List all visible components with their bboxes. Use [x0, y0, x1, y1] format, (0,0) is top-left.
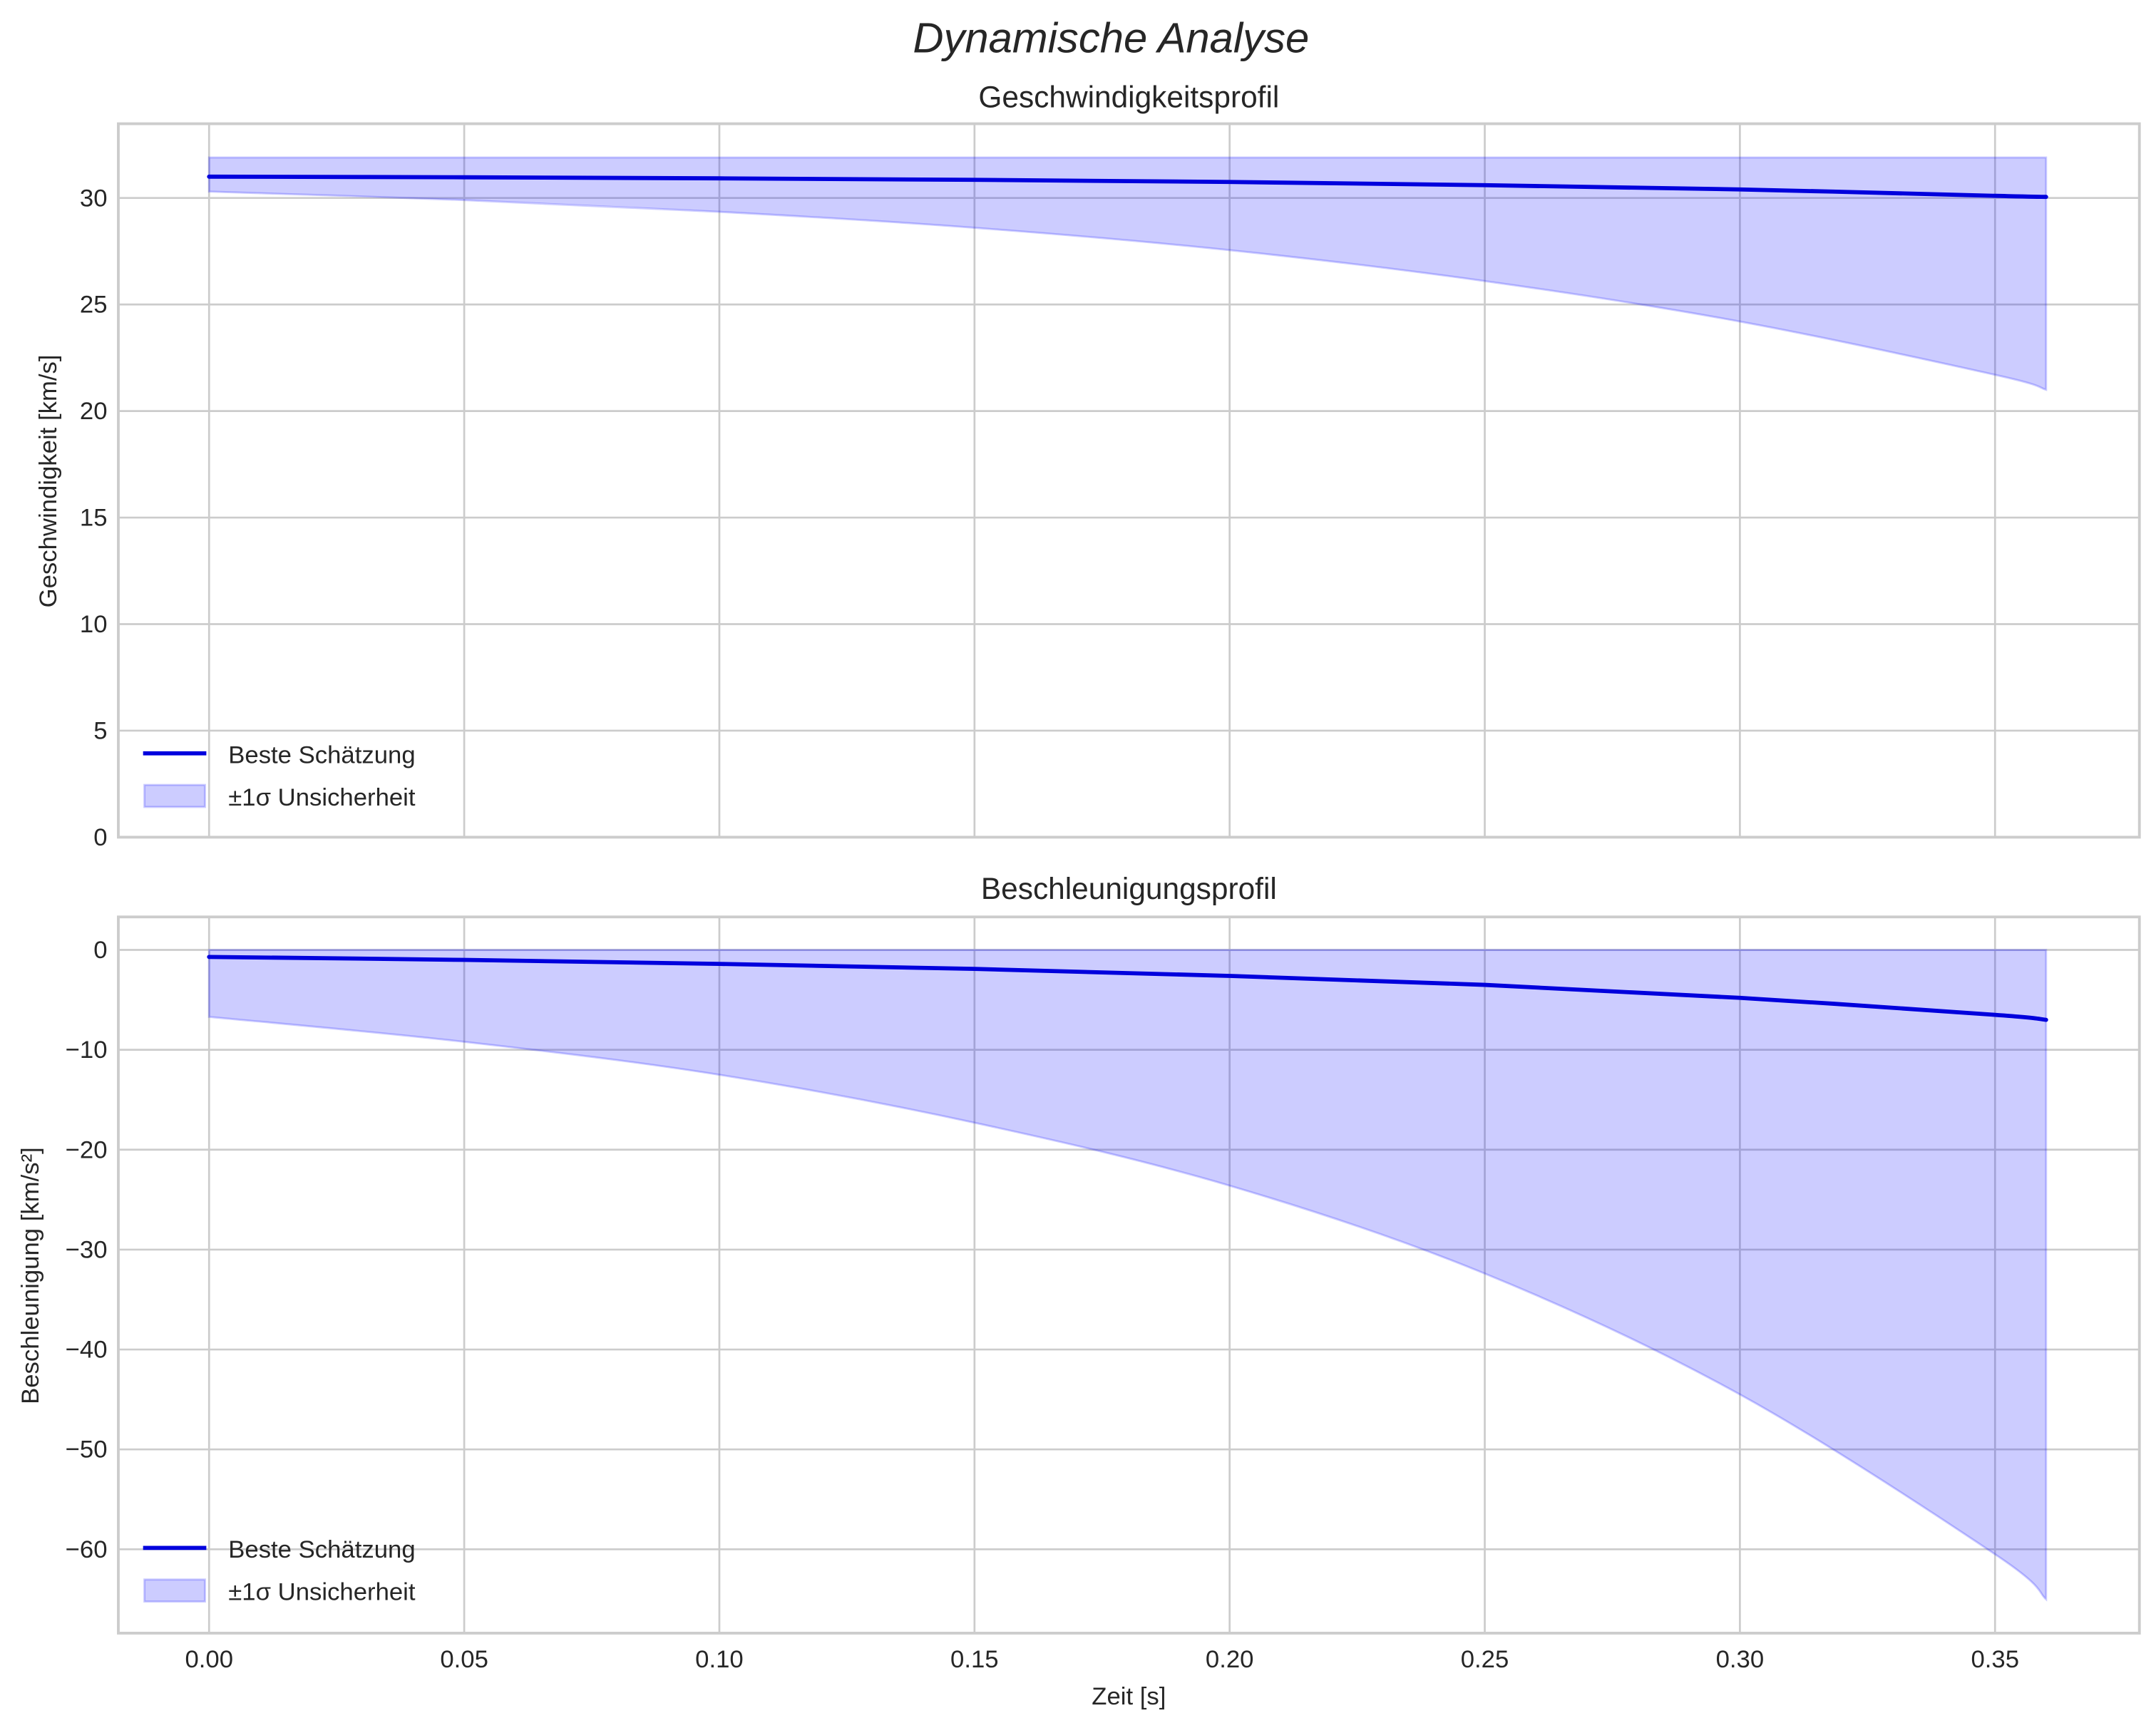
- y-tick-label: 5: [93, 718, 107, 745]
- x-tick-label: 0.20: [1206, 1646, 1254, 1673]
- acceleration-legend: Beste Schätzung ±1σ Unsicherheit: [143, 1536, 416, 1606]
- acceleration-uncertainty-band: [207, 949, 2048, 1602]
- y-tick-label: 25: [80, 292, 108, 319]
- y-tick-label: −50: [66, 1436, 108, 1464]
- acceleration-best-estimate-line: [207, 955, 2048, 1022]
- x-tick-label: 0.25: [1461, 1646, 1509, 1673]
- y-tick-label: −60: [66, 1536, 108, 1563]
- y-tick-label: −40: [66, 1337, 108, 1364]
- x-axis-label: Zeit [s]: [1092, 1683, 1166, 1710]
- velocity-best-estimate-line: [207, 174, 2048, 200]
- velocity-y-ticks: 0 5 10 15 20 25 30: [80, 185, 108, 851]
- velocity-uncertainty-band: [207, 156, 2048, 391]
- x-tick-label: 0.35: [1971, 1646, 2019, 1673]
- acceleration-axes-frame: [117, 915, 2141, 1635]
- velocity-axes-frame: [117, 122, 2141, 839]
- figure-title: Dynamische Analyse: [913, 14, 1309, 61]
- acceleration-grid: [118, 917, 2140, 1633]
- x-tick-label: 0.10: [695, 1646, 744, 1673]
- y-tick-label: 10: [80, 611, 108, 638]
- x-ticks: 0.00 0.05 0.10 0.15 0.20 0.25 0.30 0.35: [185, 1646, 2019, 1673]
- legend-band-label: ±1σ Unsicherheit: [228, 1579, 416, 1606]
- legend-band-swatch: [143, 783, 206, 808]
- legend-band-swatch: [143, 1578, 206, 1603]
- legend-line-label: Beste Schätzung: [228, 741, 415, 768]
- velocity-grid: [118, 123, 2140, 838]
- y-tick-label: 0: [93, 824, 107, 851]
- y-tick-label: 0: [93, 937, 107, 964]
- legend-band-label: ±1σ Unsicherheit: [228, 784, 416, 811]
- velocity-legend: Beste Schätzung ±1σ Unsicherheit: [143, 741, 416, 811]
- y-tick-label: −20: [66, 1136, 108, 1163]
- velocity-y-label: Geschwindigkeit [km/s]: [35, 355, 62, 608]
- velocity-chart: Geschwindigkeitsprofil 0 5 10 15 20 25 30 Gesc…: [35, 80, 2141, 851]
- y-tick-label: 15: [80, 505, 108, 532]
- y-tick-label: 20: [80, 398, 108, 425]
- x-tick-label: 0.30: [1716, 1646, 1765, 1673]
- x-tick-label: 0.05: [440, 1646, 488, 1673]
- acceleration-y-ticks: 0 −10 −20 −30 −40 −50 −60: [66, 937, 108, 1563]
- acceleration-chart: Beschleunigungsprofil 0 −10 −20 −30 −40 −50 −6…: [17, 872, 2141, 1710]
- y-tick-label: 30: [80, 185, 108, 212]
- acceleration-y-label: Beschleunigung [km/s²]: [17, 1147, 44, 1404]
- legend-line-label: Beste Schätzung: [228, 1536, 415, 1563]
- y-tick-label: −10: [66, 1037, 108, 1064]
- y-tick-label: −30: [66, 1236, 108, 1263]
- velocity-chart-title: Geschwindigkeitsprofil: [978, 80, 1279, 113]
- x-tick-label: 0.15: [950, 1646, 999, 1673]
- x-tick-label: 0.00: [185, 1646, 233, 1673]
- acceleration-chart-title: Beschleunigungsprofil: [981, 872, 1277, 905]
